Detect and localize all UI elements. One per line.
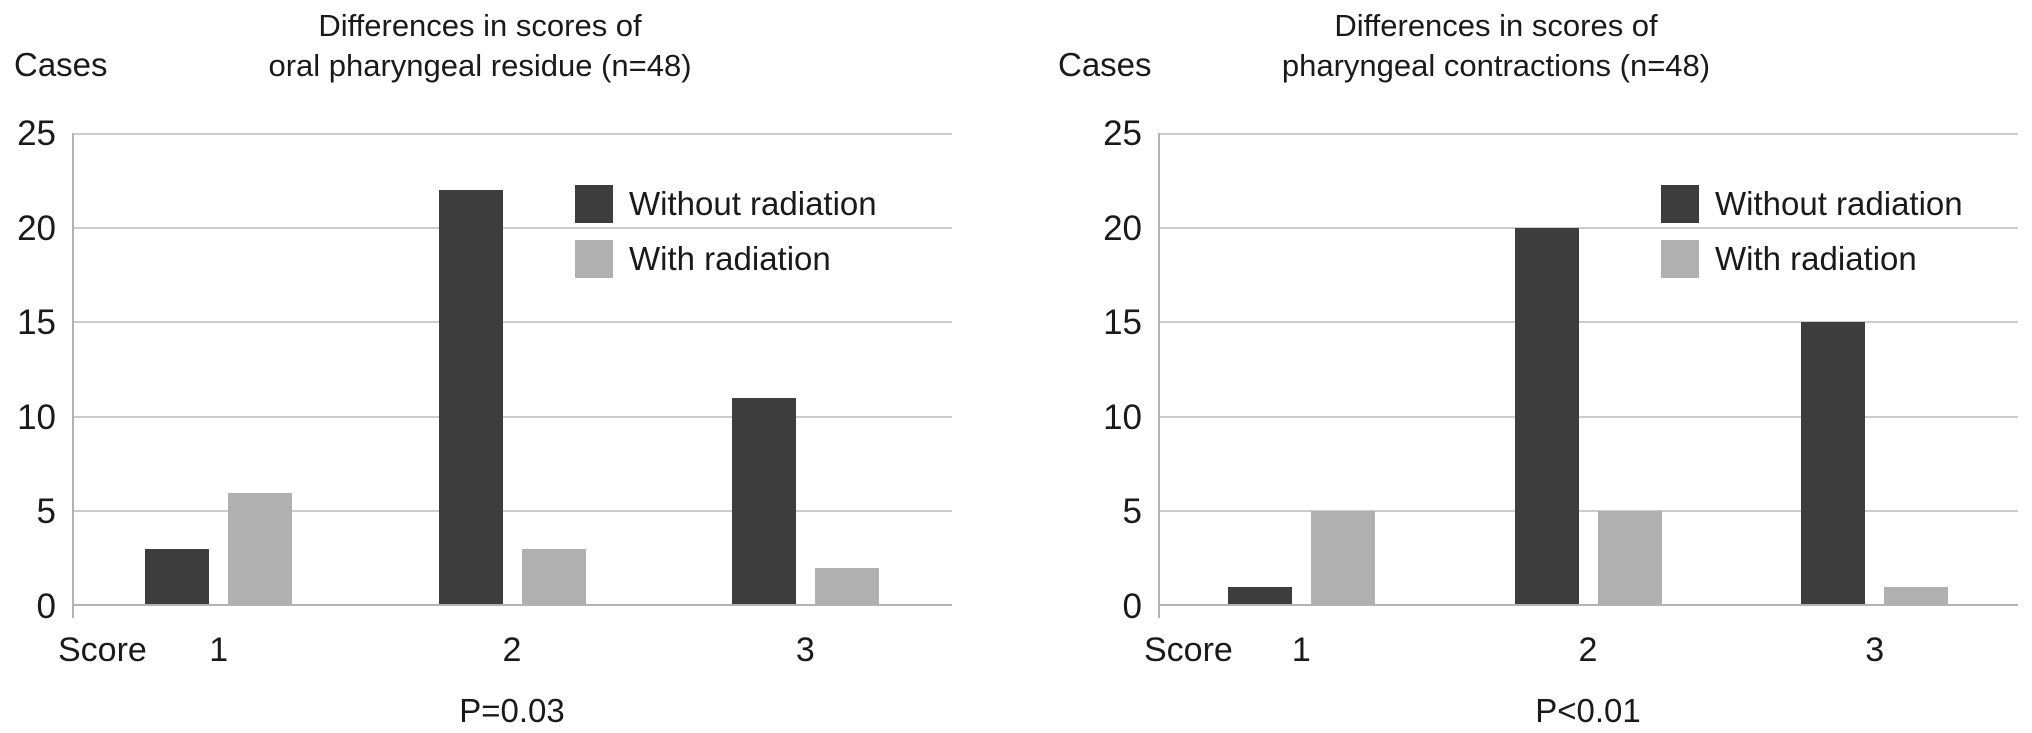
- plot-area: 25 20 15 10 5 0 Without radiation With r…: [1103, 116, 2018, 729]
- chart-title-line-1: Differences in scores of: [1334, 8, 1658, 43]
- x-category-label-3: 3: [1865, 631, 1885, 669]
- p-value-annotation: P<0.01: [1535, 692, 1641, 729]
- bar-with-radiation-score-2: [1597, 511, 1662, 606]
- bars: [1158, 133, 2018, 606]
- chart-pharyngeal-contractions: Differences in scores of pharyngeal cont…: [1016, 0, 2032, 733]
- y-tick-label: 15: [1103, 303, 1142, 343]
- y-tick-label: 10: [1103, 397, 1142, 437]
- x-category-label-1: 1: [209, 631, 229, 669]
- chart-title-line-2: pharyngeal contractions (n=48): [1281, 48, 1711, 83]
- bar-with-radiation-score-2: [521, 549, 586, 606]
- y-tick-label: 15: [17, 303, 56, 343]
- y-tick-label: 20: [1103, 208, 1142, 248]
- gridline-10: [72, 415, 952, 418]
- y-axis-label: Cases: [1058, 46, 1152, 83]
- gridline-15: [72, 321, 952, 324]
- bar-without-radiation-score-2: [1514, 227, 1579, 606]
- p-value-annotation: P=0.03: [459, 692, 565, 729]
- legend: Without radiation With radiation: [1661, 185, 1963, 295]
- legend-swatch-without-radiation: [575, 185, 613, 223]
- chart-title: Differences in scores of pharyngeal cont…: [1016, 6, 1976, 86]
- y-tick-label: 25: [1103, 114, 1142, 153]
- bar-with-radiation-score-3: [814, 568, 879, 606]
- bar-with-radiation-score-1: [228, 492, 293, 606]
- y-axis-line: [72, 133, 74, 618]
- y-tick-label: 20: [17, 208, 56, 248]
- gridline-5: [1158, 510, 2018, 513]
- y-axis-line: [1158, 133, 1160, 618]
- chart-title: Differences in scores of oral pharyngeal…: [0, 6, 960, 86]
- x-category-label-2: 2: [502, 631, 522, 669]
- legend: Without radiation With radiation: [575, 185, 877, 295]
- y-tick-label: 0: [36, 587, 56, 626]
- bar-without-radiation-score-1: [1227, 587, 1292, 606]
- legend-item-with-radiation: With radiation: [575, 240, 877, 278]
- chart-title-line-2: oral pharyngeal residue (n=48): [268, 48, 692, 83]
- legend-swatch-without-radiation: [1661, 185, 1699, 223]
- y-tick-label: 25: [17, 114, 56, 153]
- legend-label: With radiation: [1715, 240, 1917, 277]
- legend-item-with-radiation: With radiation: [1661, 240, 1963, 278]
- y-tick-label: 10: [17, 397, 56, 437]
- legend-label: With radiation: [629, 240, 831, 277]
- x-axis-tick: [72, 606, 74, 618]
- chart-title-line-1: Differences in scores of: [318, 8, 642, 43]
- bar-without-radiation-score-2: [438, 189, 503, 606]
- x-axis-tick: [1158, 606, 1160, 618]
- y-axis-ticks: 25 20 15 10 5 0: [0, 116, 56, 624]
- y-tick-label: 0: [1122, 587, 1142, 626]
- y-tick-label: 5: [36, 492, 56, 532]
- y-axis-ticks: 25 20 15 10 5 0: [1080, 116, 1142, 624]
- legend-item-without-radiation: Without radiation: [575, 185, 877, 223]
- bar-without-radiation-score-3: [731, 397, 796, 606]
- gridline-5: [72, 510, 952, 513]
- bar-with-radiation-score-1: [1310, 511, 1375, 606]
- chart-oral-pharyngeal-residue: Differences in scores of oral pharyngeal…: [0, 6, 960, 729]
- gridline-15: [1158, 321, 2018, 324]
- x-axis-prefix-label: Score: [58, 631, 147, 669]
- bars: [72, 133, 952, 606]
- gridline-20: [1158, 226, 2018, 229]
- x-category-label-3: 3: [795, 631, 815, 669]
- x-axis-prefix-label: Score: [1144, 631, 1233, 669]
- gridline-25: [1158, 133, 2018, 135]
- bar-without-radiation-score-1: [145, 549, 210, 606]
- legend-item-without-radiation: Without radiation: [1661, 185, 1963, 223]
- legend-swatch-with-radiation: [575, 240, 613, 278]
- bar-without-radiation-score-3: [1801, 322, 1866, 606]
- x-axis-line: [1158, 604, 2018, 606]
- bar-with-radiation-score-3: [1884, 587, 1949, 606]
- legend-label: Without radiation: [1715, 185, 1963, 222]
- plot-area: 25 20 15 10 5 0 Without radiation With r…: [17, 116, 952, 729]
- legend-swatch-with-radiation: [1661, 240, 1699, 278]
- gridline-10: [1158, 415, 2018, 418]
- gridline-25: [72, 133, 952, 135]
- gridline-20: [72, 226, 952, 229]
- x-category-label-2: 2: [1578, 631, 1598, 669]
- legend-label: Without radiation: [629, 185, 877, 222]
- x-category-label-1: 1: [1291, 631, 1311, 669]
- x-axis-line: [72, 604, 952, 606]
- y-tick-label: 5: [1122, 492, 1142, 532]
- y-axis-label: Cases: [14, 46, 108, 83]
